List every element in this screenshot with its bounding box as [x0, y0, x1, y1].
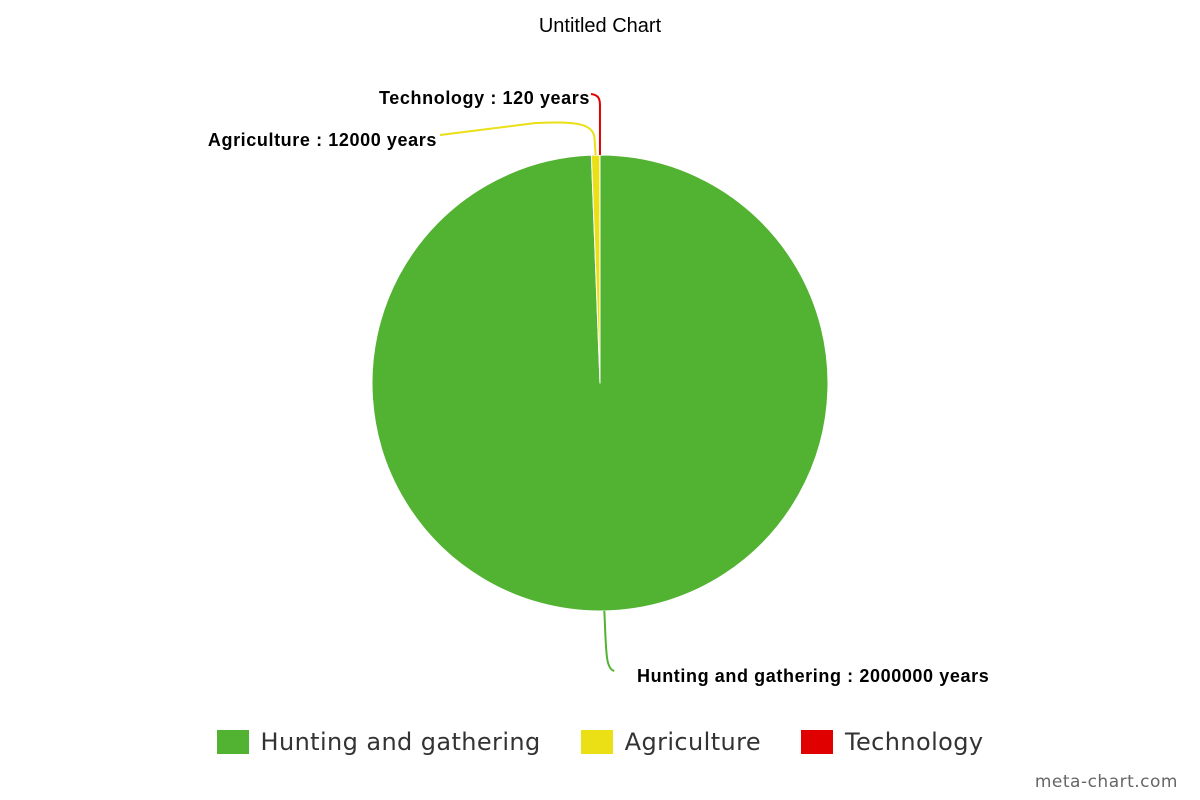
legend-label: Technology: [845, 728, 984, 756]
legend: Hunting and gathering Agriculture Techno…: [0, 728, 1200, 756]
leader-line: [603, 610, 615, 672]
legend-swatch: [216, 730, 249, 754]
legend-label: Agriculture: [624, 728, 762, 756]
legend-item-agriculture[interactable]: Agriculture: [580, 728, 762, 756]
legend-label: Hunting and gathering: [260, 728, 541, 756]
legend-item-hunting-and-gathering[interactable]: Hunting and gathering: [216, 728, 541, 756]
pie-slices: [371, 154, 829, 612]
data-labels: Hunting and gathering : 2000000 years Agr…: [208, 88, 989, 686]
data-label-agriculture: Agriculture : 12000 years: [208, 130, 437, 150]
legend-swatch: [801, 730, 834, 754]
leader-line: [590, 93, 601, 155]
chart-title: Untitled Chart: [538, 15, 662, 37]
legend-swatch: [580, 730, 613, 754]
data-label-technology: Technology : 120 years: [379, 88, 590, 108]
watermark: meta-chart.com: [1034, 772, 1178, 792]
leader-line: [439, 121, 597, 156]
legend-item-technology[interactable]: Technology: [801, 728, 983, 756]
data-label-hunting-and-gathering: Hunting and gathering : 2000000 years: [637, 666, 989, 686]
label-leader-lines: [439, 93, 615, 672]
